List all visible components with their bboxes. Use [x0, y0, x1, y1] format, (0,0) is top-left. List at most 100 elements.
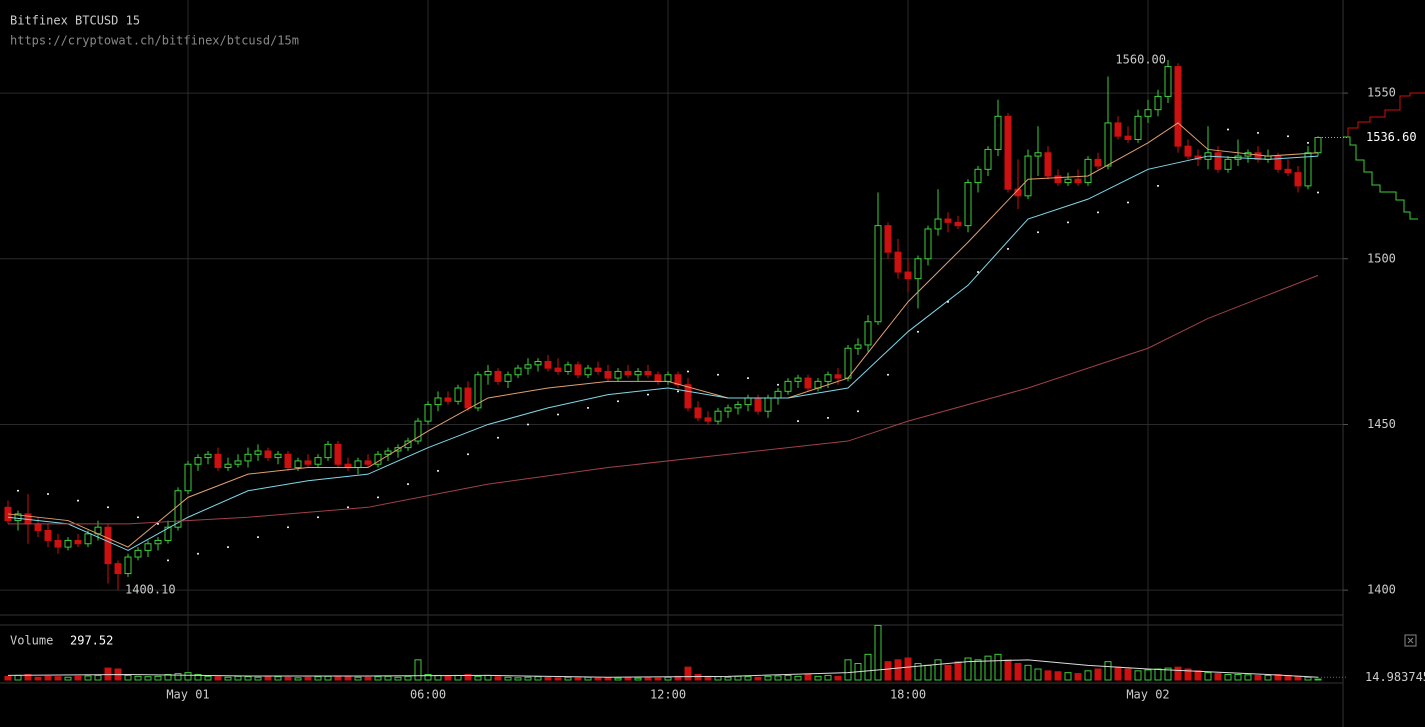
- candle-body: [354, 460, 362, 469]
- candle-body: [704, 417, 712, 422]
- candle-body: [244, 453, 252, 462]
- sar-dot: [677, 390, 679, 393]
- volume-bar: [424, 674, 432, 681]
- volume-bar: [924, 664, 932, 681]
- volume-bar: [804, 674, 812, 681]
- sar-dot: [287, 526, 289, 529]
- volume-bar: [634, 677, 642, 681]
- candle-body: [384, 450, 392, 455]
- sar-dot: [557, 413, 559, 416]
- volume-bar: [344, 676, 352, 681]
- candle-body: [674, 374, 682, 386]
- volume-bar: [1154, 668, 1162, 681]
- volume-bar: [284, 676, 292, 681]
- volume-bar: [1194, 670, 1202, 681]
- volume-bar: [354, 676, 362, 681]
- close-icon: [1407, 637, 1414, 644]
- candle-body: [884, 225, 892, 253]
- volume-bar: [1144, 669, 1152, 681]
- candle-body: [524, 364, 532, 369]
- candle-body: [654, 374, 662, 382]
- candle-body: [234, 460, 242, 465]
- candle-body: [554, 367, 562, 372]
- candle-body: [414, 420, 422, 442]
- volume-bar: [84, 675, 92, 681]
- volume-bar: [304, 676, 312, 681]
- volume-bar: [484, 674, 492, 681]
- volume-bar: [34, 676, 42, 681]
- candle-body: [1154, 95, 1162, 111]
- candle-body: [1314, 137, 1322, 154]
- y-tick-label: 1450: [1367, 417, 1396, 431]
- sar-dot: [107, 506, 109, 509]
- indicator-line: [8, 274, 1319, 525]
- candle-body: [714, 410, 722, 422]
- volume-bar: [404, 675, 412, 681]
- candle-body: [74, 539, 82, 545]
- volume-bar: [464, 674, 472, 681]
- volume-bar: [214, 676, 222, 681]
- volume-bar: [874, 624, 882, 681]
- volume-bar: [204, 675, 212, 681]
- volume-bar: [474, 675, 482, 681]
- sar-dot: [257, 536, 259, 539]
- volume-bar: [44, 675, 52, 681]
- volume-bar: [24, 674, 32, 681]
- volume-bar: [244, 676, 252, 681]
- candle-body: [784, 380, 792, 392]
- volume-bar: [534, 676, 542, 681]
- volume-bar: [414, 659, 422, 681]
- candle-body: [404, 440, 412, 449]
- candle-body: [944, 218, 952, 223]
- volume-bar: [614, 677, 622, 681]
- candle-body: [1294, 172, 1302, 187]
- candle-body: [254, 450, 262, 455]
- candle-body: [314, 457, 322, 465]
- volume-bar: [574, 677, 582, 681]
- candle-body: [824, 374, 832, 382]
- volume-bar: [1294, 675, 1302, 681]
- candle-body: [584, 367, 592, 376]
- candle-body: [934, 218, 942, 230]
- sar-dot: [77, 499, 79, 502]
- candle-body: [184, 463, 192, 492]
- volume-bar: [694, 674, 702, 681]
- volume-bar: [1214, 673, 1222, 681]
- candle-body: [474, 374, 482, 409]
- candle-body: [774, 390, 782, 399]
- sar-dot: [1157, 184, 1159, 187]
- close-button[interactable]: [1404, 634, 1417, 647]
- volume-bar: [1274, 674, 1282, 681]
- candle-body: [204, 453, 212, 459]
- volume-bar: [74, 675, 82, 681]
- volume-bar: [1094, 668, 1102, 681]
- candle-body: [1184, 145, 1192, 157]
- volume-bar: [1224, 674, 1232, 681]
- volume-bar: [944, 664, 952, 681]
- volume-bar: [294, 677, 302, 681]
- candle-body: [1144, 109, 1152, 117]
- candle-body: [284, 453, 292, 469]
- candle-body: [914, 258, 922, 280]
- candle-body: [334, 443, 342, 465]
- volume-bar: [494, 676, 502, 681]
- candle-body: [1224, 158, 1232, 170]
- volume-bar: [734, 675, 742, 681]
- candle-body: [764, 397, 772, 412]
- volume-bar: [234, 675, 242, 681]
- candle-body: [664, 374, 672, 382]
- depth-bids: [1343, 136, 1418, 220]
- candle-body: [264, 450, 272, 459]
- volume-bar: [784, 674, 792, 681]
- volume-bar: [834, 675, 842, 681]
- candle-body: [624, 370, 632, 376]
- x-tick-label: 18:00: [890, 688, 926, 702]
- candle-body: [174, 490, 182, 528]
- volume-bar: [94, 674, 102, 681]
- volume-bar: [624, 677, 632, 681]
- volume-bar: [1014, 663, 1022, 681]
- candle-body: [464, 387, 472, 409]
- sar-dot: [777, 383, 779, 386]
- volume-bar: [174, 673, 182, 681]
